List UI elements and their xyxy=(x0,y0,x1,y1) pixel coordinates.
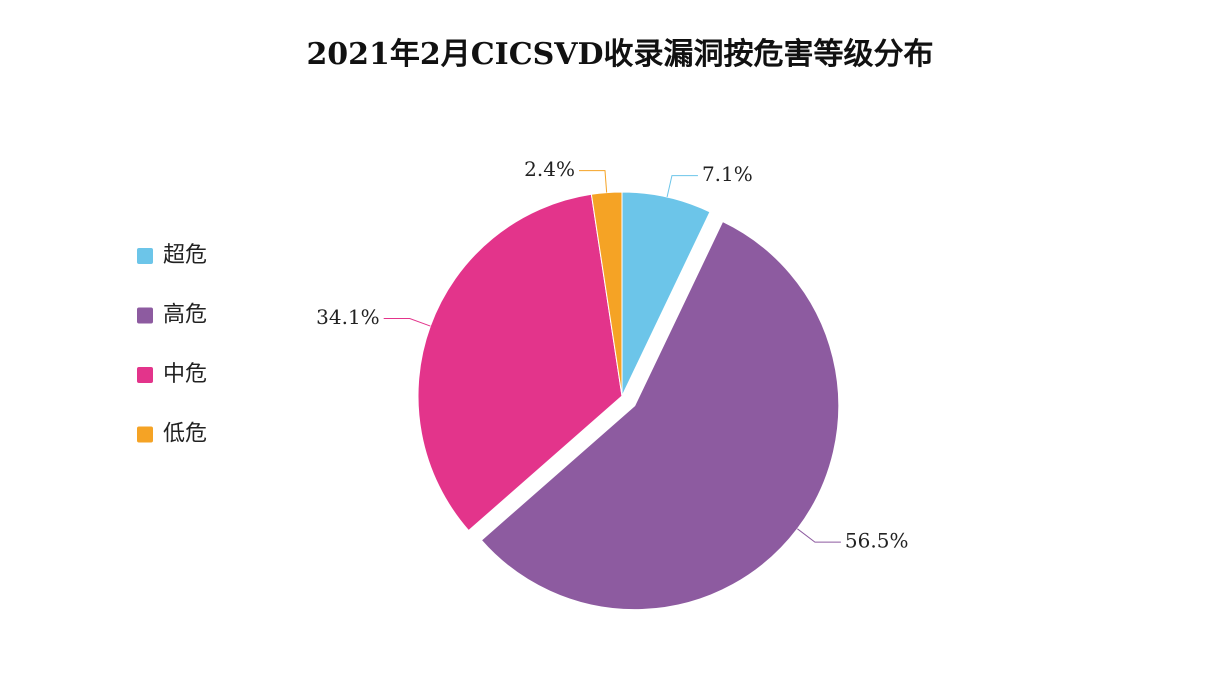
legend-swatch xyxy=(137,367,153,383)
pie-slice xyxy=(480,220,840,611)
leader-line xyxy=(666,175,698,198)
legend-label: 超危 xyxy=(163,243,207,268)
legend-label: 高危 xyxy=(163,303,207,328)
pie-slice xyxy=(417,193,623,532)
legend-label: 低危 xyxy=(163,422,207,447)
leader-line xyxy=(578,170,608,193)
leader-line xyxy=(797,528,841,543)
data-label: 7.1% xyxy=(702,162,753,186)
legend-swatch xyxy=(137,426,153,443)
legend-label: 中危 xyxy=(163,362,207,387)
chart-title: 2021年2月CICSVD收录漏洞按危害等级分布 xyxy=(306,37,933,72)
data-label: 2.4% xyxy=(524,157,575,181)
data-label: 56.5% xyxy=(845,529,909,553)
legend-swatch xyxy=(137,248,153,264)
legend-swatch xyxy=(137,307,153,324)
leader-line xyxy=(383,318,431,327)
data-label: 34.1% xyxy=(316,305,380,329)
